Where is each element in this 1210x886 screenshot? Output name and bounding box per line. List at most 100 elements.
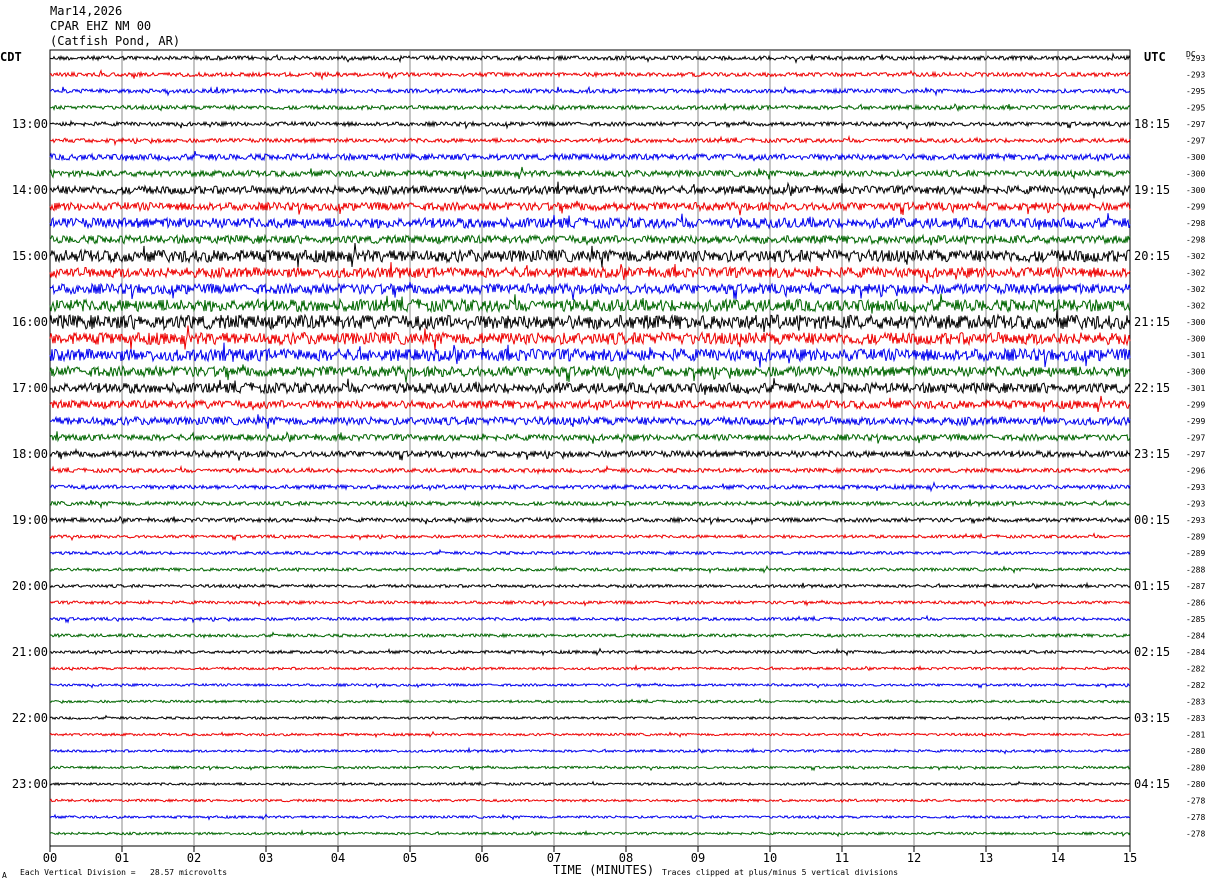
dc-offset-label: -297	[1186, 434, 1205, 443]
dc-offset-label: -301	[1186, 384, 1205, 393]
seismic-trace	[49, 325, 1131, 351]
dc-offset-label: -282	[1186, 681, 1205, 690]
header-date: Mar14,2026	[50, 4, 123, 18]
cdt-hour-label: 21:00	[12, 645, 48, 659]
dc-offset-label: -278	[1186, 813, 1205, 822]
dc-offset-label: -300	[1186, 335, 1205, 344]
seismic-trace	[49, 233, 1131, 246]
left-timezone-label: CDT	[0, 50, 22, 64]
seismic-trace	[49, 293, 1131, 314]
dc-offset-label: -293	[1186, 516, 1205, 525]
dc-offset-label: -283	[1186, 714, 1205, 723]
seismic-trace	[49, 499, 1131, 510]
seismic-trace	[49, 363, 1131, 383]
cdt-hour-label: 19:00	[12, 513, 48, 527]
dc-offset-label: -284	[1186, 648, 1205, 657]
dc-offset-label: -300	[1186, 153, 1205, 162]
seismic-trace	[49, 647, 1131, 657]
x-tick-label: 12	[907, 851, 921, 865]
seismic-trace	[49, 464, 1131, 476]
cdt-hour-label: 13:00	[12, 117, 48, 131]
seismic-trace	[49, 532, 1131, 542]
dc-offset-label: -302	[1186, 285, 1205, 294]
seismic-trace	[49, 515, 1131, 526]
seismic-trace	[49, 119, 1131, 130]
seismic-trace	[49, 378, 1131, 395]
dc-offset-label: -293	[1186, 500, 1205, 509]
seismic-trace	[49, 134, 1131, 147]
seismic-trace	[49, 664, 1130, 672]
dc-offset-label: -300	[1186, 186, 1205, 195]
x-axis-title: TIME (MINUTES)	[553, 863, 655, 877]
x-tick-label: 06	[475, 851, 489, 865]
seismic-trace	[49, 181, 1131, 199]
seismic-trace	[49, 342, 1131, 368]
dc-offset-label: -281	[1186, 731, 1205, 740]
x-tick-label: 00	[43, 851, 57, 865]
seismic-trace	[49, 414, 1131, 429]
dc-offset-label: -302	[1186, 302, 1205, 311]
header-station: CPAR EHZ NM 00	[50, 19, 152, 33]
seismic-trace	[49, 103, 1131, 113]
dc-offset-label: -297	[1186, 137, 1205, 146]
dc-offset-label: -300	[1186, 170, 1205, 179]
seismic-trace	[49, 682, 1131, 689]
dc-label: DC	[1186, 50, 1196, 59]
cdt-hour-label: 15:00	[12, 249, 48, 263]
x-tick-label: 09	[691, 851, 705, 865]
seismic-trace	[49, 714, 1131, 721]
utc-hour-label: 01:15	[1134, 579, 1170, 593]
seismic-trace	[49, 813, 1131, 821]
cdt-hour-label: 16:00	[12, 315, 48, 329]
header-location: (Catfish Pond, AR)	[50, 34, 181, 48]
x-tick-label: 02	[187, 851, 201, 865]
plot-frame	[49, 49, 1131, 847]
seismic-trace	[49, 764, 1131, 772]
dc-offset-label: -293	[1186, 483, 1205, 492]
seismic-trace	[49, 262, 1131, 283]
dc-offset-label: -300	[1186, 368, 1205, 377]
dc-offset-label: -289	[1186, 533, 1205, 542]
dc-offset-label: -299	[1186, 417, 1205, 426]
x-tick-label: 10	[763, 851, 777, 865]
seismic-trace	[49, 166, 1131, 180]
seismic-trace	[49, 430, 1131, 444]
x-tick-label: 13	[979, 851, 993, 865]
utc-hour-label: 04:15	[1134, 777, 1170, 791]
dc-offset-label: -297	[1186, 450, 1205, 459]
x-tick-label: 07	[547, 851, 561, 865]
seismic-trace	[49, 52, 1131, 64]
cdt-hour-label: 22:00	[12, 711, 48, 725]
dc-offset-label: -282	[1186, 665, 1205, 674]
corner-mark: A	[2, 871, 7, 880]
utc-hour-label: 22:15	[1134, 381, 1170, 395]
dc-offset-label: -298	[1186, 236, 1205, 245]
dc-offset-label: -289	[1186, 549, 1205, 558]
x-tick-label: 08	[619, 851, 633, 865]
x-tick-label: 14	[1051, 851, 1065, 865]
dc-offset-label: -298	[1186, 219, 1205, 228]
cdt-hour-label: 14:00	[12, 183, 48, 197]
seismic-trace	[49, 798, 1131, 804]
utc-hour-label: 23:15	[1134, 447, 1170, 461]
seismic-trace	[49, 150, 1131, 163]
dc-offset-label: -285	[1186, 615, 1205, 624]
dc-offset-label: -280	[1186, 764, 1205, 773]
cdt-hour-label: 17:00	[12, 381, 48, 395]
dc-offset-label: -293	[1186, 71, 1205, 80]
x-tick-label: 04	[331, 851, 345, 865]
cdt-hour-label: 18:00	[12, 447, 48, 461]
cdt-hour-label: 20:00	[12, 579, 48, 593]
seismic-trace	[49, 746, 1131, 755]
scale-note: Each Vertical Division = 28.57 microvolt…	[20, 868, 228, 877]
utc-hour-label: 02:15	[1134, 645, 1170, 659]
dc-offset-label: -299	[1186, 401, 1205, 410]
dc-offset-label: -278	[1186, 830, 1205, 839]
dc-offset-label: -286	[1186, 599, 1205, 608]
seismic-trace	[49, 480, 1131, 493]
dc-offset-label: -293	[1186, 54, 1205, 63]
dc-offset-label: -300	[1186, 318, 1205, 327]
seismic-trace	[49, 310, 1131, 333]
utc-hour-label: 03:15	[1134, 711, 1170, 725]
